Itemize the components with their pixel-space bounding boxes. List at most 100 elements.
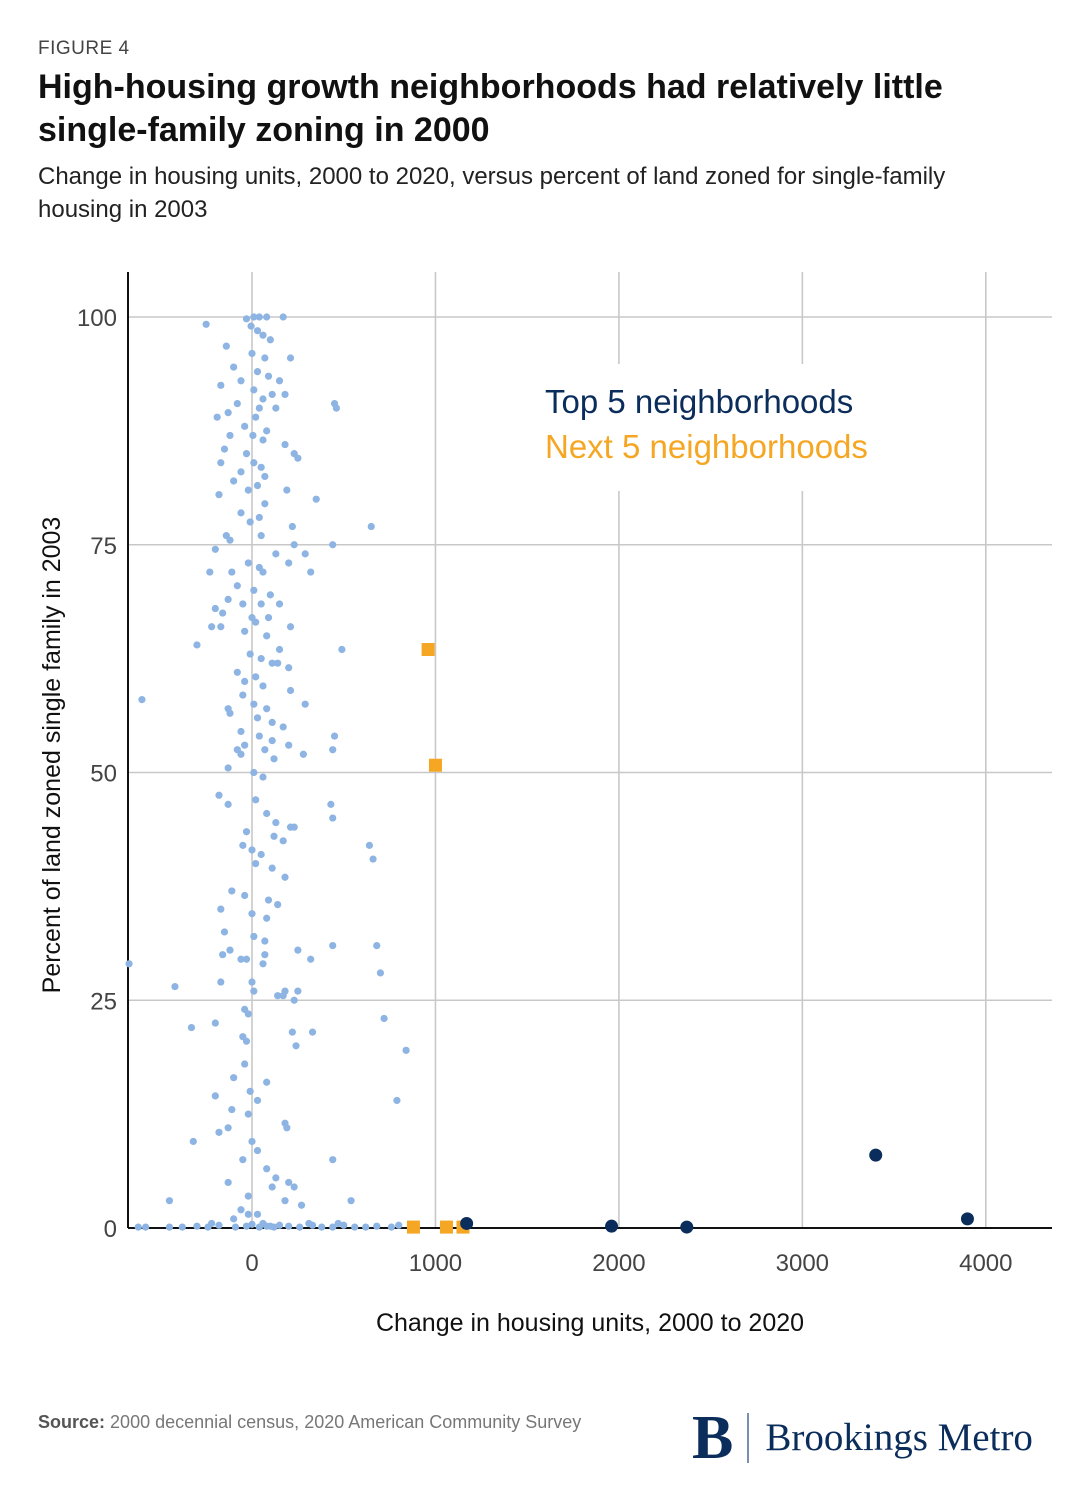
neighborhood-point	[233, 668, 241, 676]
top5-point	[605, 1219, 619, 1233]
neighborhood-point	[228, 887, 236, 895]
neighborhood-point	[294, 454, 302, 462]
neighborhood-point	[270, 832, 278, 840]
neighborhood-point	[285, 1222, 293, 1230]
neighborhood-point	[211, 1019, 219, 1027]
neighborhood-point	[248, 846, 256, 854]
neighborhood-point	[259, 568, 267, 576]
neighborhood-point	[244, 1192, 252, 1200]
neighborhood-point	[219, 609, 227, 617]
neighborhood-point	[290, 996, 298, 1004]
neighborhood-point	[308, 1028, 317, 1036]
neighborhood-point	[330, 732, 339, 740]
neighborhood-point	[263, 427, 271, 435]
neighborhood-point	[318, 1223, 326, 1231]
chart-subtitle: Change in housing units, 2000 to 2020, v…	[38, 163, 946, 223]
neighborhood-point	[193, 1222, 201, 1230]
neighborhood-point	[224, 409, 232, 417]
neighborhood-point	[237, 727, 245, 736]
neighborhood-point	[165, 1197, 174, 1205]
neighborhood-point	[259, 395, 267, 403]
neighborhood-point	[274, 659, 282, 667]
neighborhood-point	[369, 855, 377, 863]
y-tick-label: 25	[90, 988, 117, 1015]
neighborhood-point	[307, 955, 315, 963]
neighborhood-point	[242, 955, 251, 963]
neighborhood-point	[253, 368, 262, 376]
neighborhood-point	[247, 322, 255, 330]
neighborhood-point	[257, 850, 265, 859]
neighborhood-point	[224, 1124, 232, 1132]
neighborhood-point	[215, 491, 223, 499]
neighborhood-point	[239, 691, 247, 699]
neighborhood-point	[261, 472, 269, 481]
neighborhood-point	[250, 987, 258, 995]
neighborhood-point	[213, 413, 221, 421]
neighborhood-point	[279, 723, 287, 731]
neighborhood-point	[329, 814, 337, 822]
neighborhood-point	[261, 937, 269, 945]
neighborhood-point	[241, 627, 249, 635]
neighborhood-point	[253, 481, 262, 490]
neighborhood-point	[275, 377, 284, 385]
neighborhood-point	[268, 390, 276, 399]
neighborhood-point	[244, 1210, 252, 1218]
neighborhood-point	[202, 320, 210, 328]
neighborhood-point	[259, 773, 267, 781]
neighborhood-point	[261, 951, 269, 959]
neighborhood-point	[171, 982, 179, 991]
neighborhood-point	[268, 864, 276, 872]
y-tick-label: 100	[77, 305, 117, 332]
neighborhood-point	[244, 559, 252, 567]
neighborhood-point	[263, 632, 271, 640]
neighborhood-point	[255, 404, 263, 412]
neighborhood-point	[307, 568, 315, 576]
neighborhood-point	[312, 495, 320, 503]
neighborhood-point	[230, 1215, 238, 1223]
neighborhood-point	[217, 381, 225, 389]
neighborhood-point	[263, 1165, 271, 1173]
neighborhood-point	[233, 399, 241, 408]
neighborhood-point	[239, 841, 247, 849]
brookings-metro-logo: B Brookings Metro	[692, 1407, 1033, 1469]
neighborhood-point	[241, 422, 249, 430]
neighborhood-point	[211, 545, 219, 553]
neighborhood-point	[233, 582, 241, 590]
neighborhood-point	[248, 349, 256, 358]
neighborhood-point	[274, 900, 282, 909]
neighborhood-point	[253, 714, 262, 722]
neighborhood-point	[393, 1096, 401, 1105]
neighborhood-point	[248, 1220, 256, 1228]
neighborhood-point	[217, 905, 225, 913]
neighborhood-point	[362, 1223, 370, 1231]
neighborhood-point	[141, 1223, 150, 1231]
neighborhood-point	[281, 390, 289, 399]
neighborhood-point	[220, 928, 229, 936]
neighborhood-point	[246, 1087, 254, 1095]
neighborhood-point	[327, 800, 335, 808]
neighborhood-point	[263, 1222, 271, 1230]
neighborhood-point	[193, 641, 201, 649]
neighborhood-point	[329, 1156, 337, 1164]
neighborhood-point	[286, 354, 295, 362]
neighborhood-point	[274, 992, 282, 1000]
neighborhood-point	[224, 800, 232, 808]
neighborhood-point	[279, 992, 287, 1000]
neighborhood-point	[259, 960, 267, 968]
neighborhood-point	[255, 1223, 263, 1231]
neighborhood-point	[125, 960, 133, 968]
neighborhood-point	[259, 331, 267, 339]
neighborhood-point	[340, 1221, 348, 1229]
neighborhood-point	[395, 1221, 403, 1229]
neighborhood-point	[272, 404, 280, 412]
neighborhood-point	[329, 541, 337, 549]
neighborhood-point	[264, 372, 273, 380]
next5-square-point	[406, 1220, 420, 1234]
neighborhood-point	[248, 1137, 256, 1146]
neighborhood-point	[334, 1219, 342, 1228]
neighborhood-point	[288, 522, 296, 531]
neighborhood-point	[217, 459, 225, 467]
neighborhood-point	[257, 655, 265, 663]
neighborhood-point	[246, 518, 254, 526]
neighborhood-point	[134, 1223, 142, 1231]
